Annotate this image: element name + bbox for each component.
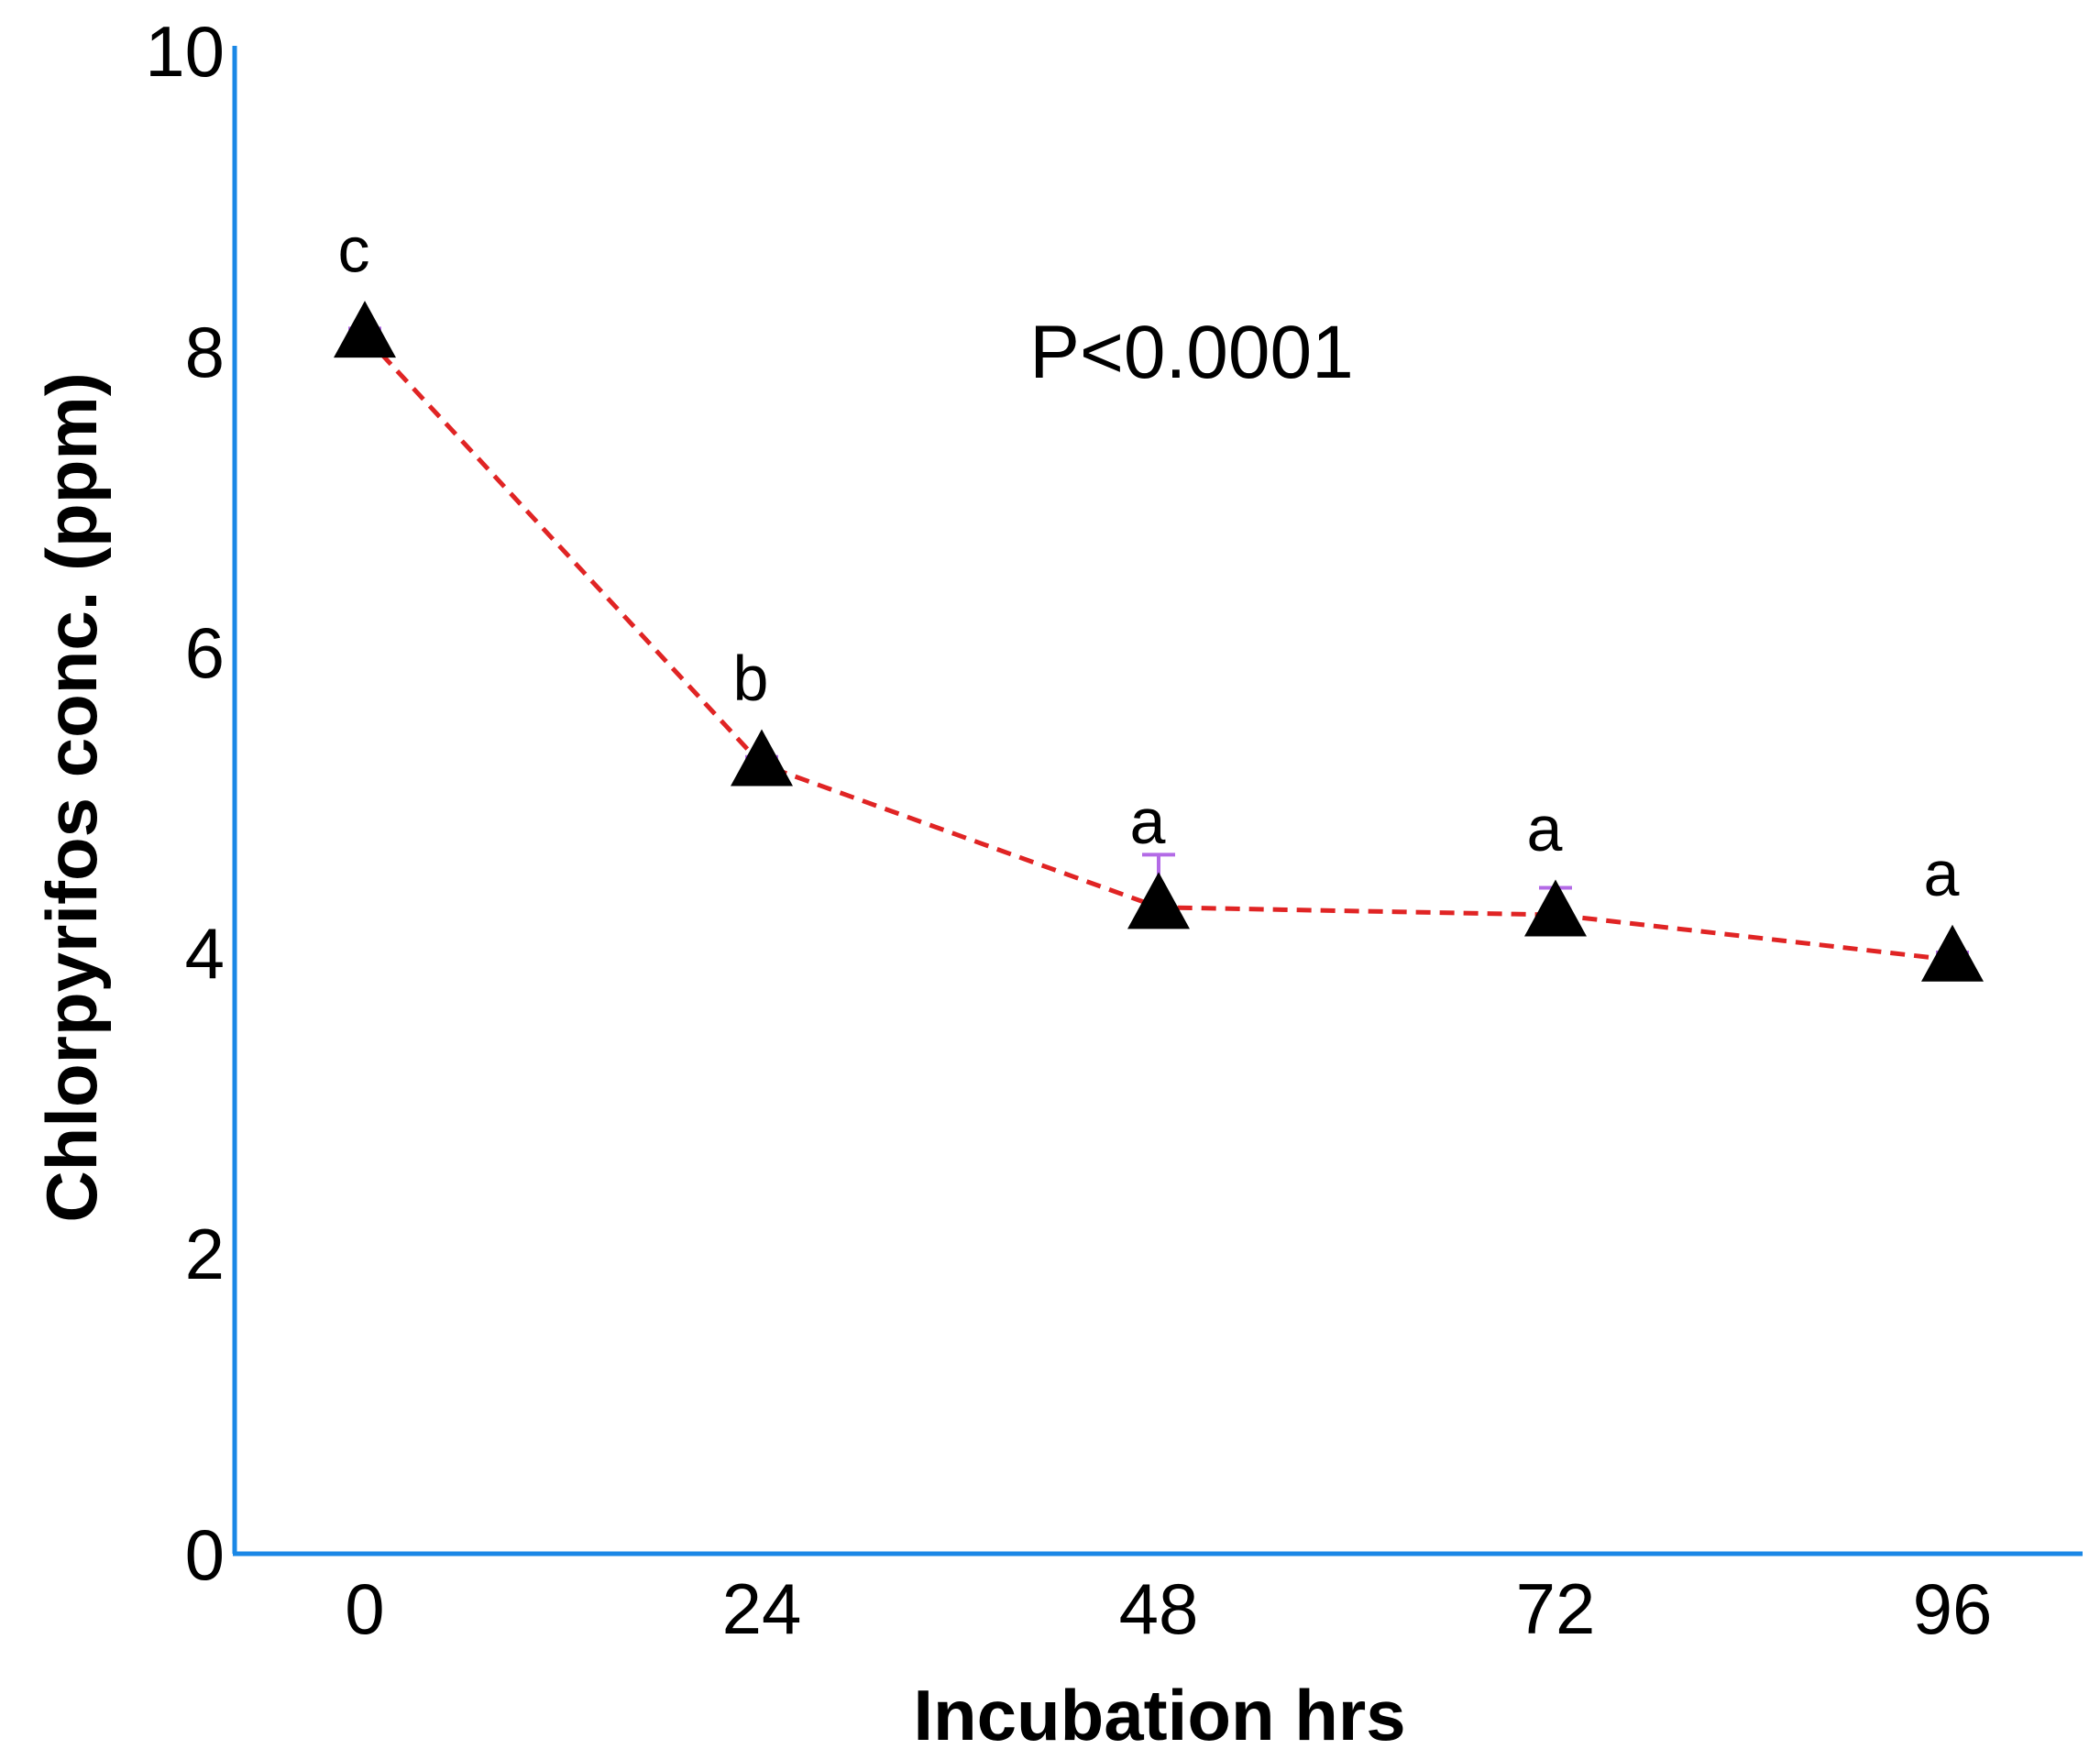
- x-tick-label: 96: [1913, 1568, 1993, 1649]
- x-tick-label: 24: [722, 1568, 802, 1649]
- y-tick-label: 6: [185, 612, 225, 693]
- significance-letter: c: [338, 214, 370, 286]
- significance-letter: a: [1527, 793, 1563, 864]
- data-labels: c b a a a: [338, 214, 1960, 910]
- data-point-marker: [731, 729, 793, 786]
- y-tick-label: 2: [185, 1214, 225, 1294]
- p-value-annotation: P<0.0001: [1029, 311, 1353, 394]
- x-tick-label: 48: [1119, 1568, 1199, 1649]
- axes: [232, 46, 2083, 1556]
- data-point-marker: [334, 301, 396, 358]
- data-point-marker: [1921, 924, 1984, 982]
- y-axis-title: Chlorpyrifos conc. (ppm): [31, 372, 112, 1222]
- y-tick-label: 0: [185, 1514, 225, 1595]
- y-tick-label: 10: [145, 11, 225, 92]
- significance-letter: a: [1924, 838, 1960, 909]
- data-point-marker: [1524, 879, 1587, 937]
- data-series: [334, 301, 1984, 982]
- x-tick-label: 0: [345, 1568, 384, 1649]
- data-point-marker: [1127, 872, 1190, 930]
- y-tick-label: 8: [185, 312, 225, 392]
- y-tick-label: 4: [185, 913, 225, 994]
- x-axis-title: Incubation hrs: [913, 1675, 1405, 1755]
- significance-letter: a: [1130, 786, 1166, 857]
- significance-letter: b: [733, 643, 769, 714]
- x-tick-label: 72: [1516, 1568, 1596, 1649]
